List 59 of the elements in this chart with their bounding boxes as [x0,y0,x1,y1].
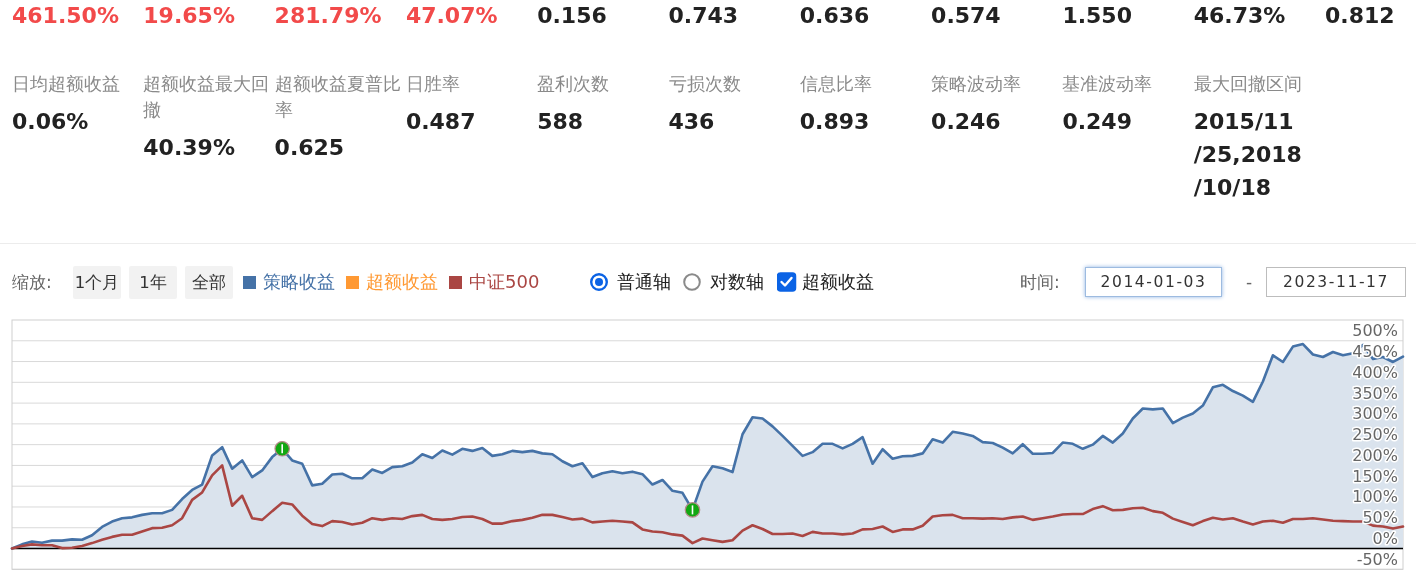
stat-value: 0.574 [931,3,1001,29]
y-tick-label: 250% [1352,425,1398,445]
legend-label: 中证500 [469,270,540,294]
button: 全部 [185,266,233,299]
stat-value: 436 [668,108,716,136]
button: 1个月 [73,266,121,299]
y-tick-label: 350% [1352,383,1398,403]
stat-label: 最大回撤区间 [1193,73,1303,96]
stat-label: 基准波动率 [1062,73,1154,96]
y-tick-label: 100% [1352,487,1398,507]
stat-value: 0.625 [274,134,346,162]
stat-label: 日均超额收益 [12,73,121,96]
legend-item: 超额收益 [346,270,438,294]
stat-label: 盈利次数 [537,73,611,96]
y-tick-label: 300% [1352,404,1398,424]
stat-value: 46.73% [1193,3,1286,29]
legend-item: 中证500 [449,270,540,294]
legend-label: 超额收益 [366,270,438,294]
stat-label: 亏损次数 [668,73,742,96]
stat-value: 47.07% [405,3,498,29]
stat-value: 0.156 [537,3,607,29]
label: - [1246,271,1253,294]
stat-value: 1.550 [1062,3,1132,29]
button: 1年 [129,266,177,299]
y-tick-label: 200% [1352,445,1398,465]
label: 超额收益 [802,270,874,294]
date-input: 2014-01-03 [1085,267,1222,297]
stat-value: 0.249 [1062,108,1133,136]
stat-value: 0.487 [405,108,477,136]
label: 缩放: [12,271,52,294]
stat-value: 40.39% [143,134,236,162]
stat-value: 0.06% [12,108,90,136]
stat-value: 0.636 [799,3,870,29]
stat-value: 19.65% [143,3,235,29]
stat-value: 461.50% [12,3,119,29]
stat-value: 0.812 [1325,3,1395,29]
y-tick-label: 0% [1372,529,1398,549]
stat-label: 超额收益夏普比率 [274,73,402,122]
label: 普通轴 [617,270,671,294]
stat-label: 信息比率 [799,73,873,96]
stat-label: 策略波动率 [931,73,1023,96]
stat-value: 588 [537,108,585,136]
legend-label: 策略收益 [263,270,335,294]
y-tick-label: 50% [1362,508,1398,528]
stat-value: 2015/11/25,2018/10/18 [1193,108,1303,202]
y-tick-label: -50% [1356,549,1398,569]
stat-label: 日胜率 [405,73,461,96]
label: 对数轴 [710,270,764,294]
label: 时间: [1020,271,1060,294]
stat-value: 0.246 [931,108,1002,136]
stat-value: 281.79% [274,3,382,29]
date-input: 2023-11-17 [1266,267,1406,297]
stat-value: 0.743 [668,3,739,29]
y-tick-label: 400% [1352,362,1398,382]
stat-label: 超额收益最大回撤 [143,73,271,122]
y-tick-label: 150% [1352,466,1398,486]
stat-value: 0.893 [799,108,871,136]
legend-item: 策略收益 [243,270,335,294]
y-tick-label: 500% [1352,321,1398,341]
